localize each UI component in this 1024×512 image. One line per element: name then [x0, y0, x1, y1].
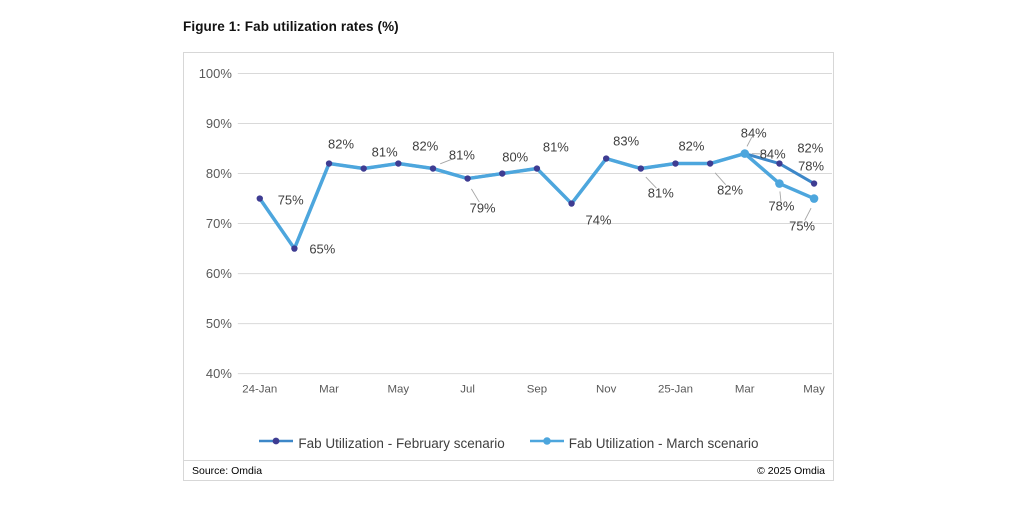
label-connector: [440, 157, 456, 165]
chart-container: 40% 50% 60% 70% 80% 90% 100% 24-Jan Mar May Jul Sep…: [183, 52, 834, 481]
data-point-february: [706, 160, 714, 167]
x-axis-tick-label: May: [388, 384, 410, 396]
label-connector: [645, 176, 657, 189]
data-point-february: [603, 155, 610, 162]
figure-title: Figure 1: Fab utilization rates (%): [183, 19, 399, 34]
data-label: 82%: [678, 139, 704, 154]
data-label: 78%: [798, 159, 824, 174]
x-axis-tick-label: Jul: [460, 384, 475, 396]
y-axis-tick-label: 90%: [206, 116, 232, 131]
data-label: 84%: [741, 126, 767, 141]
legend-line-marker-icon: [529, 434, 565, 452]
y-axis-tick-label: 50%: [206, 316, 232, 331]
data-point-february: [776, 160, 783, 167]
legend-line-marker-icon: [258, 434, 294, 452]
data-label: 80%: [502, 150, 528, 165]
data-point-march: [775, 179, 784, 188]
data-point-february: [325, 160, 333, 167]
label-connector: [714, 172, 727, 185]
data-label: 81%: [372, 145, 398, 160]
x-axis-tick-label: Sep: [527, 384, 547, 396]
y-axis-tick-label: 60%: [206, 266, 232, 281]
data-point-february: [360, 165, 367, 172]
legend-label-march-scenario: Fab Utilization - March scenario: [568, 435, 759, 451]
fab-utilization-chart: 40% 50% 60% 70% 80% 90% 100% 24-Jan Mar May Jul Sep…: [199, 66, 833, 396]
data-label: 75%: [278, 193, 304, 208]
data-label: 84%: [760, 147, 786, 162]
x-axis-tick-label: May: [803, 384, 825, 396]
y-axis-tick-label: 70%: [206, 216, 232, 231]
label-connector: [746, 136, 753, 147]
data-label: 81%: [543, 140, 569, 155]
data-label: 82%: [717, 182, 743, 197]
y-axis-tick-label: 80%: [206, 166, 232, 181]
data-label: 81%: [648, 185, 674, 200]
legend-item-february-scenario: Fab Utilization - February scenario: [258, 434, 505, 452]
data-label: 79%: [470, 200, 496, 215]
data-point-february: [672, 160, 679, 167]
legend-item-march-scenario: Fab Utilization - March scenario: [529, 434, 759, 452]
data-label: 78%: [768, 198, 794, 213]
data-point-february: [256, 195, 263, 202]
data-point-february: [810, 180, 818, 187]
data-point-february: [637, 165, 645, 172]
data-label: 82%: [328, 137, 354, 152]
data-label: 82%: [797, 141, 823, 156]
data-label: 81%: [449, 148, 475, 163]
data-point-february: [395, 160, 402, 167]
data-label: 83%: [613, 134, 639, 149]
y-axis-tick-label: 40%: [206, 366, 232, 381]
copyright-note: © 2025 Omdia: [757, 464, 825, 477]
legend-label-february-scenario: Fab Utilization - February scenario: [298, 435, 505, 451]
data-point-february: [499, 170, 506, 177]
data-label: 74%: [586, 212, 612, 227]
x-axis-tick-label: Mar: [319, 384, 339, 396]
data-point-march: [740, 149, 750, 158]
data-point-february: [464, 175, 471, 182]
label-connector: [779, 191, 782, 202]
source-note: Source: Omdia: [192, 464, 263, 477]
data-point-march: [809, 194, 819, 203]
chart-footer: Source: Omdia © 2025 Omdia: [184, 460, 833, 480]
data-point-february: [429, 165, 437, 172]
data-point-february: [568, 200, 575, 207]
data-point-february: [291, 245, 298, 252]
data-point-february: [533, 165, 541, 172]
y-axis-tick-label: 100%: [199, 66, 233, 81]
chart-legend: Fab Utilization - February scenario Fab …: [184, 427, 833, 459]
label-connector: [470, 188, 480, 203]
data-label: 75%: [789, 218, 815, 233]
x-axis-tick-label: 24-Jan: [242, 384, 277, 396]
x-axis-tick-label: Nov: [596, 384, 617, 396]
data-label: 65%: [309, 242, 335, 257]
x-axis-tick-label: 25-Jan: [658, 384, 693, 396]
x-axis-tick-label: Mar: [735, 384, 755, 396]
data-label: 82%: [412, 139, 438, 154]
label-connector: [804, 207, 812, 221]
